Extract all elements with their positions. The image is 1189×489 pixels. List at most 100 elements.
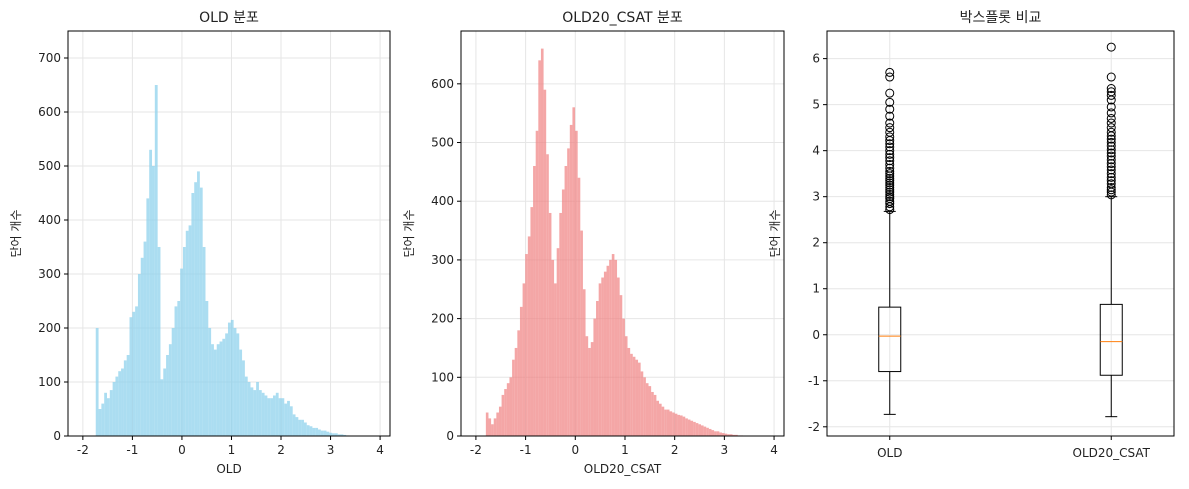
histogram-bar [580,230,583,436]
histogram-bar [292,414,296,436]
outlier-point [885,132,895,142]
histogram-bar [540,48,544,436]
histogram-bar [643,377,646,436]
histogram-bar [135,306,138,436]
outlier-point [885,149,895,159]
y-tick-label: 200 [38,321,61,335]
histogram-bar [253,390,257,436]
outlier-point [1106,118,1116,128]
outlier-point [885,178,895,188]
histogram-bar [318,429,321,436]
histogram-bar [244,376,248,436]
outlier-point [1106,127,1116,137]
outlier-point [885,156,895,166]
histogram-bar [216,344,220,436]
histogram-bar [160,379,164,436]
histogram-bar [185,230,189,436]
histogram-bar [575,130,578,437]
histogram-bar [273,395,276,436]
histogram-bar [281,398,285,436]
histogram-bar [614,259,618,436]
histogram-bar [735,434,738,436]
outlier-point [885,173,895,183]
histogram-bar [236,333,240,436]
histogram-bar [323,430,327,436]
histogram-bar [211,344,214,436]
box-iqr [878,306,902,373]
histogram-bar [152,166,155,436]
histogram-bar [106,398,110,436]
x-tick-label: 2 [277,443,285,457]
y-tick-label: 0 [446,429,454,443]
histogram-bar [326,431,330,436]
histogram-bar [140,257,144,436]
y-tick-label: 100 [431,370,454,384]
y-tick-label: 100 [38,375,61,389]
outlier-point [885,180,895,190]
outlier-point [1106,185,1116,195]
x-tick-label: 1 [621,443,629,457]
histogram-bar [278,398,282,436]
histogram-bar [320,430,324,436]
histogram-bar [700,425,704,436]
histogram-bar [174,306,178,436]
histogram-bar [98,409,102,436]
x-tick-label: 1 [228,443,236,457]
histogram-bar [129,317,133,436]
histogram-bar [267,398,271,436]
histogram-bar [680,415,683,436]
histogram-bar [199,187,203,436]
x-tick-label: 3 [327,443,335,457]
outlier-point [1106,145,1116,155]
histogram-bar [567,148,570,437]
y-tick-label: 5 [812,98,820,112]
histogram-bar [638,362,641,436]
y-tick-label: 0 [812,328,820,342]
histogram-bar [205,301,209,436]
histogram-bar [258,390,262,436]
plot-frame [67,30,391,437]
histogram-bar [506,383,510,436]
histogram-bar [101,403,105,436]
histogram-bar [653,394,657,436]
outlier-point [885,159,895,169]
outlier-point [1106,72,1116,82]
histogram-bar [590,342,594,436]
histogram-bar [149,149,153,437]
histogram-bar [180,268,183,436]
histogram-bar [556,248,560,436]
histogram-bar [301,419,304,436]
outlier-point [885,88,895,98]
histogram-bar [724,433,728,436]
histogram-bar [115,376,119,436]
histogram-bar [714,431,717,436]
histogram-bar [674,413,678,436]
histogram-bar [256,382,259,436]
box-iqr [1099,303,1123,376]
y-tick-label: 400 [431,194,454,208]
histogram-bar [143,241,147,436]
histogram-bar [522,283,526,436]
x-tick-label: 0 [571,443,579,457]
histogram-bar [548,212,552,436]
outlier-point [885,169,895,179]
histogram-bar [230,319,234,436]
outlier-point [1106,90,1116,100]
y-tick-label: 2 [812,236,820,250]
histogram-bar [611,254,615,436]
histogram-bar [303,422,307,436]
histogram-bar [721,433,725,436]
histogram-bar [716,431,720,436]
histogram-bar [247,382,251,436]
histogram-bar [501,394,505,436]
histogram-bar [606,265,610,436]
histogram-bar [95,328,99,436]
outlier-point [1106,172,1116,182]
histogram-bar [498,406,502,436]
outlier-point [885,176,895,186]
histogram-bar [123,360,127,436]
y-tick-label: -1 [808,374,820,388]
histogram-bar [708,428,712,436]
histogram-bar [222,338,226,436]
